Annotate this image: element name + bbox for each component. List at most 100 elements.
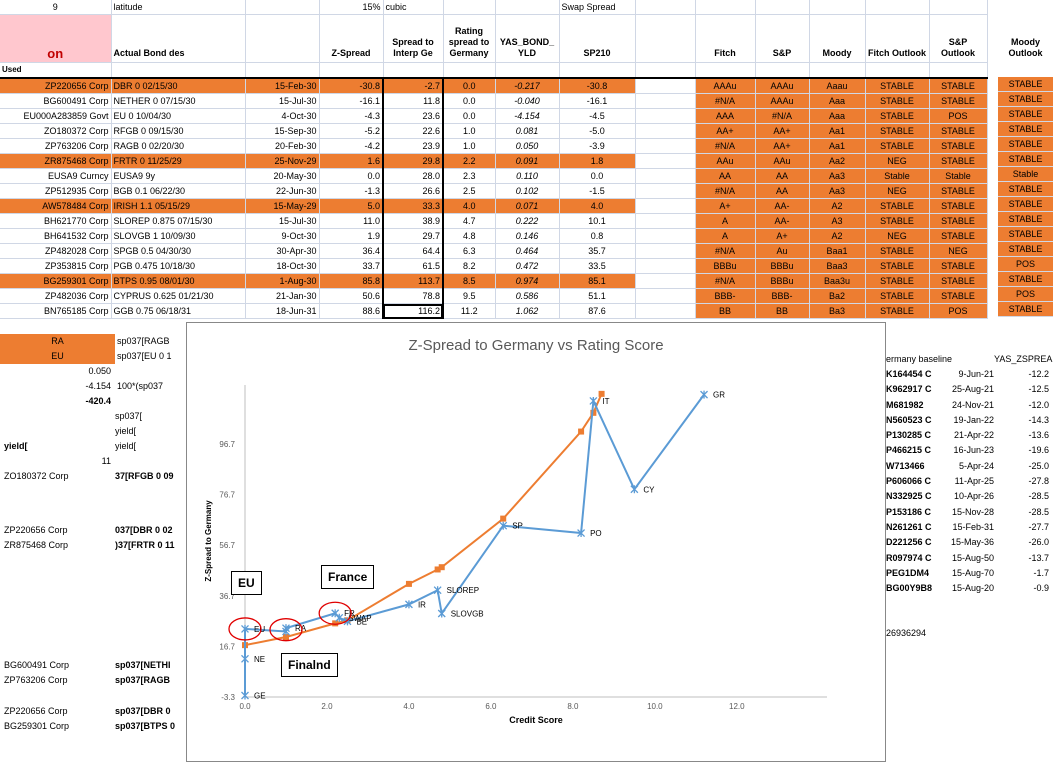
moody-cell[interactable]: Aaa: [809, 108, 866, 124]
fitch-cell[interactable]: BBB-: [695, 288, 756, 304]
date-cell[interactable]: 21-Apr-22: [953, 430, 994, 441]
maturity-cell[interactable]: 18-Jun-31: [245, 303, 320, 319]
fitch-cell[interactable]: A+: [695, 198, 756, 214]
bond-row[interactable]: AW578484 Corp IRISH 1.1 05/15/29 15-May-29…: [0, 198, 988, 214]
baseline-row[interactable]: R097974 C 15-Aug-50 -13.7: [886, 551, 1053, 566]
on-cell[interactable]: on: [0, 14, 112, 63]
sp210-cell[interactable]: -4.5: [559, 108, 636, 124]
interp-spread-cell[interactable]: 26.6: [382, 183, 444, 199]
bond-cell[interactable]: D221256 C: [886, 537, 932, 548]
baseline-row[interactable]: N560523 C 19-Jan-22 -14.3: [886, 413, 1053, 428]
zspread-cell[interactable]: -12.2: [1028, 369, 1049, 379]
date-cell[interactable]: 5-Apr-24: [958, 460, 994, 471]
so-cell[interactable]: STABLE: [929, 78, 988, 94]
used-label[interactable]: Used: [0, 62, 112, 79]
date-cell[interactable]: 15-Aug-50: [951, 552, 994, 563]
date-cell[interactable]: 15-Feb-31: [952, 521, 994, 532]
baseline-row[interactable]: P130285 C 21-Apr-22 -13.6: [886, 428, 1053, 443]
bond-id-cell[interactable]: EUSA9 Curncy: [0, 168, 112, 184]
sp210-cell[interactable]: 35.7: [559, 243, 636, 259]
fitch-cell[interactable]: A: [695, 228, 756, 244]
bond-row[interactable]: ZP512935 Corp BGB 0.1 06/22/30 22-Jun-30 -1…: [0, 183, 988, 199]
header-sp[interactable]: S&P: [755, 14, 810, 63]
bond-cell[interactable]: K962917 C: [886, 384, 932, 395]
so-cell[interactable]: Stable: [929, 168, 988, 184]
baseline-row[interactable]: BG00Y9B8 15-Aug-20 -0.9: [886, 581, 1053, 596]
cell[interactable]: 26936294: [886, 628, 927, 639]
zspread-cell[interactable]: 33.7: [319, 258, 384, 274]
bond-cell[interactable]: PEG1DM4: [886, 567, 930, 578]
bond-row[interactable]: EU000A283859 Govt EU 0 10/04/30 4-Oct-30 -4…: [0, 108, 988, 124]
bond-des-cell[interactable]: CYPRUS 0.625 01/21/30: [111, 288, 246, 304]
bond-id-cell[interactable]: BN765185 Corp: [0, 303, 112, 319]
snp-cell[interactable]: AAAu: [755, 78, 810, 94]
bond-des-cell[interactable]: RAGB 0 02/20/30: [111, 138, 246, 154]
interp-spread-cell[interactable]: 38.9: [382, 213, 444, 229]
moody-outlook-cell[interactable]: STABLE: [998, 197, 1053, 212]
moody-outlook-cell[interactable]: STABLE: [998, 272, 1053, 287]
interp-spread-cell[interactable]: 61.5: [382, 258, 444, 274]
rating-spread-cell[interactable]: 4.0: [443, 198, 496, 214]
fo-cell[interactable]: STABLE: [865, 93, 930, 109]
baseline-row[interactable]: M681982 24-Nov-21 -12.0: [886, 398, 1053, 413]
bond-cell[interactable]: P153186 C: [886, 506, 932, 517]
snp-cell[interactable]: BBBu: [755, 273, 810, 289]
fitch-cell[interactable]: AA+: [695, 123, 756, 139]
rating-spread-cell[interactable]: 4.8: [443, 228, 496, 244]
bond-des-cell[interactable]: DBR 0 02/15/30: [111, 78, 246, 94]
date-cell[interactable]: 9-Jun-21: [958, 369, 994, 379]
bond-cell[interactable]: R097974 C: [886, 552, 932, 563]
so-cell[interactable]: POS: [929, 303, 988, 319]
empty-cell[interactable]: [635, 213, 696, 229]
zspread-cell[interactable]: -16.1: [319, 93, 384, 109]
date-cell[interactable]: 24-Nov-21: [951, 399, 994, 410]
bond-id-cell[interactable]: ZP482036 Corp: [0, 288, 112, 304]
date-cell[interactable]: 15-May-36: [950, 537, 994, 548]
empty-cell[interactable]: [635, 108, 696, 124]
maturity-cell[interactable]: 21-Jan-30: [245, 288, 320, 304]
bond-row[interactable]: EUSA9 Curncy EUSA9 9y 20-May-30 0.0 28.0 2.3 0…: [0, 168, 988, 184]
sp210-cell[interactable]: 4.0: [559, 198, 636, 214]
sp210-cell[interactable]: -1.5: [559, 183, 636, 199]
moody-outlook-cell[interactable]: STABLE: [998, 152, 1053, 167]
date-cell[interactable]: 19-Jan-22: [953, 414, 994, 425]
rating-spread-cell[interactable]: 0.0: [443, 93, 496, 109]
bond-row[interactable]: ZO180372 Corp RFGB 0 09/15/30 15-Sep-30 -5.…: [0, 123, 988, 139]
snp-cell[interactable]: BBBu: [755, 258, 810, 274]
zspread-cell[interactable]: -26.0: [1028, 537, 1049, 548]
cell[interactable]: 15%: [319, 0, 384, 15]
bond-id-cell[interactable]: ZO180372 Corp: [0, 123, 112, 139]
moody-cell[interactable]: Aa2: [809, 153, 866, 169]
interp-spread-cell[interactable]: 29.8: [382, 153, 444, 169]
moody-cell[interactable]: Aa3: [809, 183, 866, 199]
moody-cell[interactable]: Aa3: [809, 168, 866, 184]
bond-cell[interactable]: P466215 C: [886, 445, 932, 456]
cell[interactable]: ermany baseline: [886, 354, 953, 364]
so-cell[interactable]: STABLE: [929, 183, 988, 199]
zspread-cell[interactable]: -14.3: [1028, 414, 1049, 425]
rating-spread-cell[interactable]: 2.3: [443, 168, 496, 184]
fitch-cell[interactable]: BBBu: [695, 258, 756, 274]
fo-cell[interactable]: STABLE: [865, 138, 930, 154]
moody-cell[interactable]: Aaau: [809, 78, 866, 94]
fitch-cell[interactable]: AAAu: [695, 78, 756, 94]
yield-cell[interactable]: 0.146: [495, 228, 560, 244]
moody-cell[interactable]: A2: [809, 228, 866, 244]
bond-row[interactable]: ZR875468 Corp FRTR 0 11/25/29 25-Nov-29 1.6…: [0, 153, 988, 169]
sp210-cell[interactable]: -3.9: [559, 138, 636, 154]
interp-spread-cell[interactable]: 113.7: [382, 273, 444, 289]
rating-spread-cell[interactable]: 2.5: [443, 183, 496, 199]
maturity-cell[interactable]: 15-Jul-30: [245, 93, 320, 109]
empty-cell[interactable]: [635, 78, 696, 94]
bond-des-cell[interactable]: FRTR 0 11/25/29: [111, 153, 246, 169]
header-sp-outlook[interactable]: S&P Outlook: [929, 14, 988, 63]
zspread-cell[interactable]: 5.0: [319, 198, 384, 214]
yield-cell[interactable]: 0.071: [495, 198, 560, 214]
rating-spread-cell[interactable]: 2.2: [443, 153, 496, 169]
yield-cell[interactable]: 0.974: [495, 273, 560, 289]
empty-cell[interactable]: [635, 168, 696, 184]
cell[interactable]: sp037[RAGB: [117, 336, 170, 346]
cell[interactable]: YAS_ZSPREA: [994, 354, 1053, 364]
date-cell[interactable]: 10-Apr-26: [953, 491, 994, 502]
cell[interactable]: sp037[BTPS 0: [115, 721, 176, 731]
